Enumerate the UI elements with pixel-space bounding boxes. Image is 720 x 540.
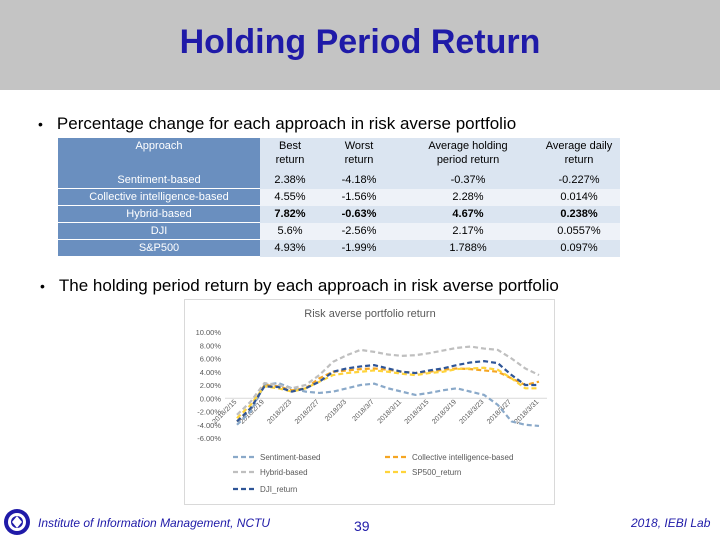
cell-best: 2.38%: [260, 172, 320, 189]
table-row: Collective intelligence-based 4.55% -1.5…: [58, 188, 620, 206]
x-tick-label: 2018/3/11: [377, 399, 404, 426]
cell-approach: S&P500: [58, 239, 260, 257]
cell-approach: Sentiment-based: [58, 172, 260, 189]
x-tick-label: 2018/2/27: [294, 399, 321, 426]
table-row: Hybrid-based 7.82% -0.63% 4.67% 0.238%: [58, 205, 620, 223]
cell-best: 4.55%: [260, 188, 320, 206]
legend-label: SP500_return: [412, 468, 461, 477]
cell-best: 7.82%: [260, 205, 320, 223]
footer-institute: Institute of Information Management, NCT…: [38, 516, 271, 530]
cell-worst: -1.56%: [320, 188, 398, 206]
cell-approach: Collective intelligence-based: [58, 188, 260, 206]
cell-approach: Hybrid-based: [58, 205, 260, 223]
series-line: [236, 345, 540, 416]
page-number: 39: [354, 518, 370, 534]
cell-worst: -0.63%: [320, 205, 398, 223]
cell-avg-daily: -0.227%: [538, 172, 620, 189]
x-tick-label: 2018/3/23: [459, 399, 486, 426]
y-tick-label: -4.00%: [197, 421, 221, 430]
y-tick-label: 8.00%: [200, 341, 222, 350]
cell-best: 4.93%: [260, 239, 320, 257]
y-tick-label: 0.00%: [200, 394, 222, 403]
y-tick-label: 2.00%: [200, 381, 222, 390]
legend-label: Collective intelligence-based: [412, 453, 513, 462]
y-tick-label: 4.00%: [200, 368, 222, 377]
bullet-symbol: •: [38, 116, 43, 132]
y-tick-label: 6.00%: [200, 355, 222, 364]
x-tick-label: 2018/3/3: [324, 399, 348, 423]
header-worst-return: Worst return: [320, 138, 398, 172]
x-tick-label: 2018/3/27: [486, 399, 513, 426]
cell-avg-daily: 0.097%: [538, 239, 620, 257]
chart-title: Risk averse portfolio return: [304, 308, 435, 320]
header-avg-holding-return: Average holding period return: [398, 138, 538, 172]
cell-avg-holding: 4.67%: [398, 205, 538, 223]
bullet-item: • The holding period return by each appr…: [40, 276, 559, 296]
table-row: Sentiment-based 2.38% -4.18% -0.37% -0.2…: [58, 172, 620, 189]
cell-avg-daily: 0.0557%: [538, 222, 620, 240]
cell-avg-daily: 0.014%: [538, 188, 620, 206]
table-row: S&P500 4.93% -1.99% 1.788% 0.097%: [58, 239, 620, 257]
header-approach: Approach: [58, 138, 260, 172]
cell-avg-holding: 2.17%: [398, 222, 538, 240]
legend-label: Sentiment-based: [260, 453, 320, 462]
y-tick-label: -6.00%: [197, 434, 221, 443]
portfolio-return-chart: Risk averse portfolio return 10.00% 8.00% 6…: [184, 299, 555, 505]
header-avg-daily-return: Average daily return: [538, 138, 620, 172]
cell-avg-daily: 0.238%: [538, 205, 620, 223]
cell-approach: DJI: [58, 222, 260, 240]
bullet-text: Percentage change for each approach in r…: [56, 114, 517, 133]
x-tick-label: 2018/3/31: [513, 399, 540, 426]
chart-svg: Risk averse portfolio return 10.00% 8.00% 6…: [196, 308, 547, 494]
cell-best: 5.6%: [260, 222, 320, 240]
bullet-symbol: •: [40, 278, 45, 294]
x-tick-label: 2018/2/23: [266, 399, 293, 426]
title-bar: Holding Period Return: [0, 0, 720, 90]
x-tick-label: 2018/3/7: [351, 399, 375, 423]
series-line: [236, 360, 539, 423]
header-best-return: Best return: [260, 138, 320, 172]
series-line: [236, 367, 540, 423]
x-tick-label: 2018/3/19: [431, 399, 458, 426]
cell-worst: -2.56%: [320, 222, 398, 240]
table-row: DJI 5.6% -2.56% 2.17% 0.0557%: [58, 222, 620, 240]
legend-label: Hybrid-based: [260, 468, 308, 477]
bullet-text: The holding period return by each approa…: [58, 276, 559, 295]
cell-worst: -4.18%: [320, 172, 398, 189]
bullet-item: • Percentage change for each approach in…: [38, 114, 516, 134]
nctu-logo-icon: [4, 509, 30, 535]
results-table: Approach Best return Worst return Average …: [58, 138, 620, 257]
cell-avg-holding: 2.28%: [398, 188, 538, 206]
footer-lab: 2018, IEBI Lab: [631, 516, 711, 530]
cell-avg-holding: 1.788%: [398, 239, 538, 257]
y-tick-label: 10.00%: [196, 328, 222, 337]
cell-worst: -1.99%: [320, 239, 398, 257]
cell-avg-holding: -0.37%: [398, 172, 538, 189]
slide-title: Holding Period Return: [179, 22, 541, 61]
x-tick-label: 2018/3/15: [404, 399, 431, 426]
y-tick-label: -2.00%: [197, 408, 221, 417]
legend-label: DJI_return: [260, 485, 297, 494]
